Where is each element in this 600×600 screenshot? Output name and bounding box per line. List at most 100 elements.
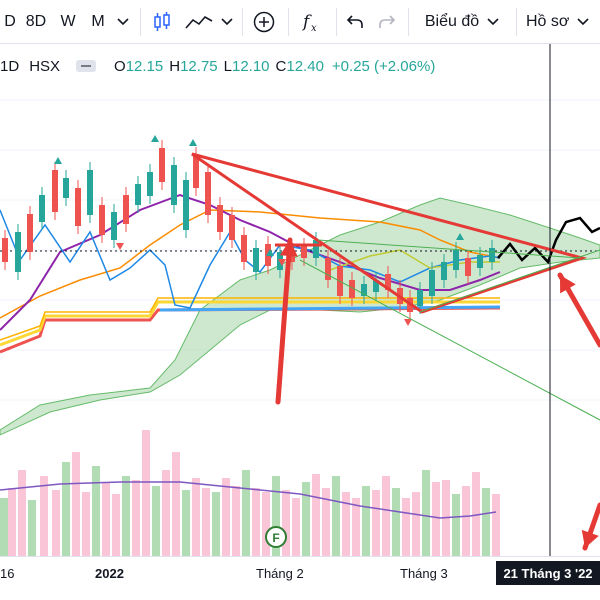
volume-bar	[202, 488, 210, 556]
volume-bar	[0, 498, 8, 556]
volume-bar	[132, 480, 140, 556]
candles-icon[interactable]	[148, 0, 176, 44]
interval-w-button[interactable]: W	[60, 13, 76, 30]
low-value: 12.10	[231, 57, 270, 75]
open-value: 12.15	[125, 57, 164, 75]
candle-body	[123, 195, 129, 224]
symbol-exchange: HSX	[29, 57, 61, 75]
volume-bar	[40, 476, 48, 556]
candle-body	[229, 215, 235, 240]
volume-bar	[462, 486, 470, 556]
volume-bar	[372, 490, 380, 556]
volume-bar	[332, 476, 340, 556]
volume-bar	[272, 476, 280, 556]
dividend-marker	[265, 526, 287, 548]
volume-bar	[342, 492, 350, 556]
volume-bar	[352, 498, 360, 556]
candle-body	[385, 274, 391, 290]
symbol-interval: 1D	[0, 57, 20, 75]
fractal-marker	[151, 135, 159, 142]
time-tick: Tháng 3	[400, 566, 448, 581]
candle-body	[27, 214, 33, 252]
volume-bar	[8, 488, 16, 556]
ma-line	[0, 209, 501, 319]
volume-bar	[82, 492, 90, 556]
candle-body	[183, 180, 189, 230]
price-chart[interactable]: F	[0, 44, 600, 556]
volume-bar	[52, 490, 60, 556]
candle-body	[39, 195, 45, 222]
annotation-arrow	[581, 529, 599, 548]
undo-icon[interactable]	[342, 0, 368, 44]
chart-menu-button[interactable]: Biểu đồ	[418, 0, 506, 44]
fractal-marker	[54, 157, 62, 164]
profile-menu-button[interactable]: Hồ sơ	[526, 0, 600, 44]
volume-bar	[222, 478, 230, 556]
trend-line	[317, 239, 581, 259]
volume-bar	[182, 490, 190, 556]
trend-line	[419, 249, 600, 313]
annotation-arrow	[275, 237, 293, 405]
annotation-arrow	[560, 275, 576, 294]
candle-body	[441, 262, 447, 280]
candle-body	[417, 290, 423, 306]
time-axis[interactable]: 16 2022 Tháng 2 Tháng 3 21 Tháng 3 '22	[0, 556, 600, 600]
chart-menu-label: Biểu đồ	[424, 13, 480, 30]
volume-bar	[292, 498, 300, 556]
candle-body	[52, 170, 58, 212]
interval-d-button[interactable]: D	[4, 13, 16, 30]
candle-body	[301, 246, 307, 258]
volume-bar	[472, 472, 480, 556]
volume-bar	[362, 486, 370, 556]
candle-body	[325, 258, 331, 280]
volume-bar	[212, 492, 220, 556]
volume-bar	[28, 500, 36, 556]
fractal-marker	[189, 139, 197, 146]
volume-bar	[62, 462, 70, 556]
volume-bar	[402, 498, 410, 556]
interval-8d-button[interactable]: 8D	[25, 13, 47, 30]
candle-body	[373, 280, 379, 292]
interval-dropdown-button[interactable]	[114, 0, 132, 44]
candle-body	[477, 255, 483, 268]
candle-body	[429, 270, 435, 296]
volume-bar	[242, 470, 250, 556]
volume-bar	[312, 474, 320, 556]
volume-bar	[452, 494, 460, 556]
candle-body	[465, 258, 471, 276]
volume-bar	[382, 476, 390, 556]
volume-bar	[122, 476, 130, 556]
volume-bar	[152, 486, 160, 556]
redo-icon[interactable]	[374, 0, 400, 44]
candle-body	[63, 178, 69, 198]
candle-body	[111, 212, 117, 240]
annotation-arrow	[279, 240, 298, 257]
line-icon[interactable]	[182, 0, 216, 44]
close-value: 12.40	[286, 57, 324, 75]
fractal-marker	[456, 233, 464, 240]
svg-text:x: x	[311, 23, 317, 34]
volume-bar	[412, 492, 420, 556]
collapse-legend-button[interactable]	[76, 60, 97, 72]
volume-bar	[72, 452, 80, 556]
fractal-marker	[278, 259, 286, 266]
chevron-down-icon	[221, 18, 233, 26]
volume-bar	[302, 482, 310, 556]
time-tick: 16	[0, 566, 15, 581]
volume-bar	[112, 494, 120, 556]
volume-bar	[142, 430, 150, 556]
interval-m-button[interactable]: M	[91, 13, 105, 30]
band-line	[159, 305, 501, 312]
volume-bar	[102, 482, 110, 556]
candle-body	[147, 172, 153, 196]
volume-bar	[172, 452, 180, 556]
low-label: L	[223, 57, 232, 75]
candle-body	[361, 284, 367, 296]
chart-style-dropdown[interactable]	[218, 0, 236, 44]
volume-bar	[432, 482, 440, 556]
ichimoku-cloud	[0, 197, 600, 436]
plus-circle-icon[interactable]	[250, 0, 278, 44]
fractal-marker	[404, 319, 412, 326]
volume-bar	[422, 470, 430, 556]
